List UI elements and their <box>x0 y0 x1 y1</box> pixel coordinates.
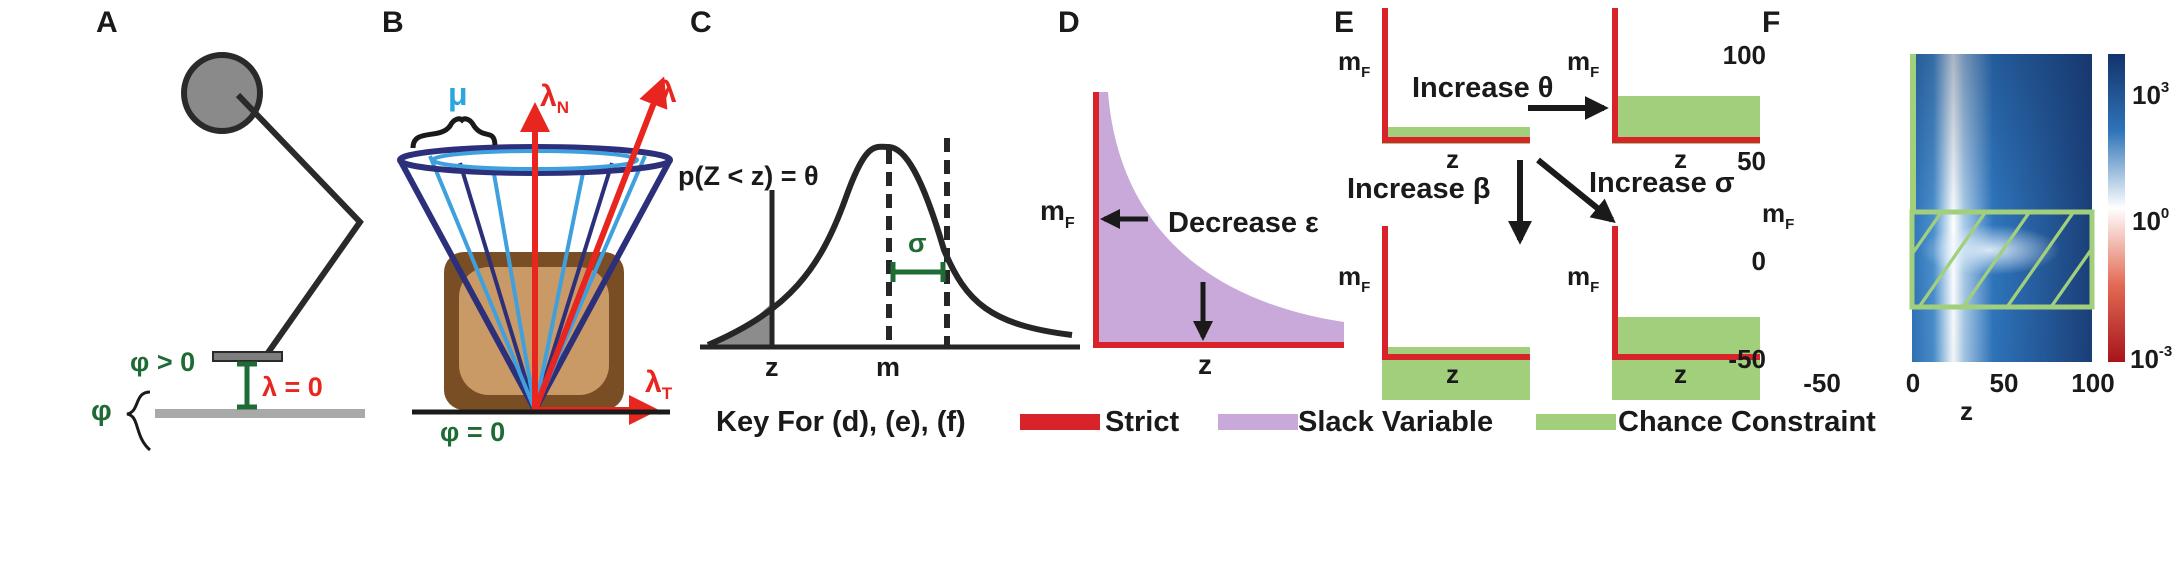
panel-f: F 100 50 0 -50 mF -50 0 50 100 z 10 <box>1723 6 2173 426</box>
mf-label-e1: mF <box>1338 46 1370 81</box>
key-title: Key For (d), (e), (f) <box>716 406 966 438</box>
lambda-t-label: λT <box>645 366 673 403</box>
leg-linkage <box>235 92 364 359</box>
z-tick-label: z <box>765 352 779 382</box>
m-tick-label: m <box>876 352 900 382</box>
mf-label-f: mF <box>1762 198 1794 233</box>
cbar-tick-label: 103 <box>2132 79 2169 110</box>
cbar-tick-label: 100 <box>2132 205 2169 236</box>
key-swatch-strict <box>1020 414 1100 430</box>
mf-label-e2: mF <box>1567 46 1599 81</box>
lambda-zero-label: λ = 0 <box>262 372 323 402</box>
panel-label-b: B <box>382 6 404 39</box>
panel-b: B μ λN λ λT φ = 0 <box>382 6 677 447</box>
cbar-tick-label: 10-3 <box>2130 343 2172 374</box>
y-tick-label: -50 <box>1728 344 1766 374</box>
ground-surface <box>155 409 365 418</box>
z-label-e3: z <box>1446 359 1459 389</box>
x-axis-f: -50 0 50 100 z <box>1803 368 2114 426</box>
force-arrow <box>532 76 668 412</box>
increase-sigma-label: Increase σ <box>1589 167 1735 199</box>
gaussian-curve <box>706 143 1073 348</box>
panel-label-a: A <box>96 6 118 39</box>
pendulum-bob <box>181 52 263 134</box>
key-swatch-slack <box>1218 414 1298 430</box>
legend-key: Key For (d), (e), (f) Strict Slack Varia… <box>716 406 1876 438</box>
foot-plate <box>212 351 283 362</box>
panel-d: D mF Decrease ε z <box>1040 6 1344 380</box>
mini-plot-top-left: mF z <box>1338 8 1530 174</box>
mu-label: μ <box>448 76 468 112</box>
z-label-e1: z <box>1446 144 1459 174</box>
arrow-increase-sigma <box>1536 157 1616 224</box>
panel-a: A φ > 0 φ λ = 0 <box>91 6 365 452</box>
z-label-f: z <box>1960 396 1973 426</box>
key-label-strict: Strict <box>1105 406 1179 438</box>
mini-plot-bottom-right: mF z <box>1567 226 1760 400</box>
panel-label-c: C <box>690 6 712 39</box>
slack-region <box>1094 92 1344 347</box>
panel-label-e: E <box>1334 6 1354 39</box>
mf-label-d: mF <box>1040 195 1075 232</box>
x-tick-label: 50 <box>1990 368 2019 398</box>
panel-label-f: F <box>1762 6 1780 39</box>
x-tick-label: -50 <box>1803 368 1841 398</box>
phi-brace <box>126 390 152 452</box>
lambda-n-label: λN <box>540 80 569 117</box>
panel-label-d: D <box>1058 6 1080 39</box>
lambda-label: λ <box>660 76 677 109</box>
z-label-e2: z <box>1674 144 1687 174</box>
phi-positive-label: φ > 0 <box>130 347 195 377</box>
sigma-marker <box>890 262 946 282</box>
probability-label: p(Z < z) = θ <box>678 161 819 191</box>
colorbar: 103 100 10-3 <box>2108 54 2172 374</box>
z-label-e4: z <box>1674 359 1687 389</box>
feasible-region <box>1909 54 2095 310</box>
mf-label-e3: mF <box>1338 261 1370 296</box>
heatmap <box>1912 54 2092 362</box>
phi-zero-label: φ = 0 <box>440 417 505 447</box>
y-tick-label: 0 <box>1752 246 1766 276</box>
mf-label-e4: mF <box>1567 261 1599 296</box>
x-tick-label: 100 <box>2071 368 2114 398</box>
key-label-slack: Slack Variable <box>1298 406 1493 438</box>
key-label-chance: Chance Constraint <box>1618 406 1876 438</box>
cdf-shaded-tail <box>708 303 772 345</box>
y-tick-label: 100 <box>1723 40 1766 70</box>
increase-theta-label: Increase θ <box>1412 72 1553 104</box>
decrease-epsilon-label: Decrease ε <box>1168 207 1319 239</box>
key-swatch-chance <box>1536 414 1616 430</box>
increase-beta-label: Increase β <box>1347 173 1490 205</box>
gap-marker <box>237 361 257 410</box>
z-label-d: z <box>1198 349 1212 380</box>
y-tick-label: 50 <box>1737 146 1766 176</box>
sigma-label: σ <box>908 228 926 258</box>
mini-plot-top-right: mF z <box>1567 8 1760 174</box>
x-tick-label: 0 <box>1906 368 1920 398</box>
mini-plot-bottom-left: mF z <box>1338 226 1530 400</box>
y-axis-f: 100 50 0 -50 mF <box>1723 40 1795 374</box>
mu-brace <box>410 116 498 149</box>
panel-c: C p(Z < z) = θ σ z m <box>678 6 1080 382</box>
phi-label: φ <box>91 395 112 427</box>
panel-e: E mF z mF z mF z <box>1334 6 1760 400</box>
